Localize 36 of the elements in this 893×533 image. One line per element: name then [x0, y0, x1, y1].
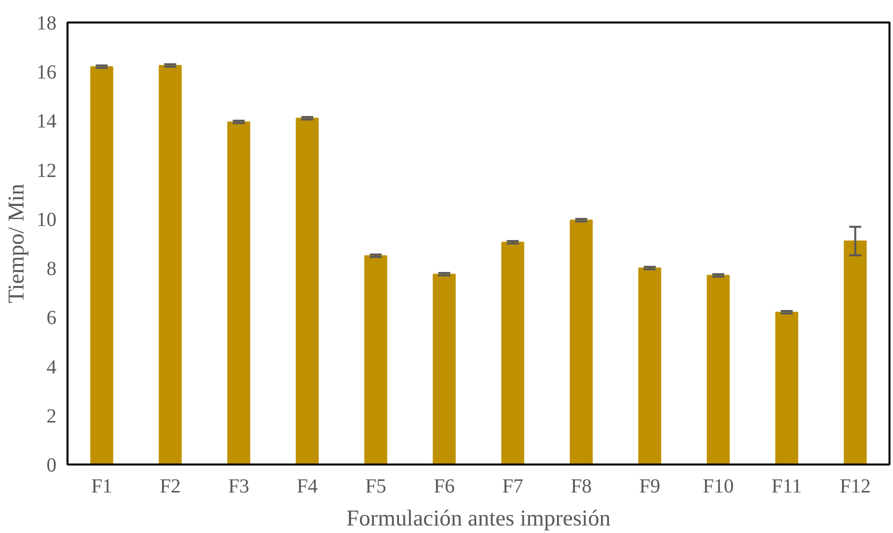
x-tick-label: F8 — [570, 476, 592, 498]
x-tick-label: F12 — [840, 476, 871, 498]
y-tick-label: 2 — [46, 405, 56, 428]
y-tick-label: 12 — [36, 160, 56, 182]
bar — [296, 118, 319, 464]
x-tick-label: F11 — [772, 476, 802, 498]
bar — [570, 220, 593, 464]
y-axis-title: Tiempo/ Min — [4, 184, 28, 304]
x-tick-label: F7 — [502, 476, 524, 498]
x-tick-label: F10 — [702, 476, 734, 498]
y-tick-label: 18 — [36, 12, 56, 34]
bar — [501, 242, 524, 464]
y-tick-label: 0 — [46, 454, 56, 476]
y-tick-label: 6 — [46, 307, 56, 330]
bar — [364, 255, 388, 464]
bar — [775, 312, 798, 464]
y-tick-label: 16 — [36, 62, 56, 84]
x-tick-label: F4 — [296, 476, 318, 498]
x-tick-label: F3 — [228, 476, 250, 498]
y-tick-label: 14 — [36, 110, 56, 133]
bar — [638, 268, 662, 464]
bar — [432, 274, 456, 464]
x-axis-title: Formulación antes impresión — [346, 506, 611, 530]
x-tick-label: F2 — [160, 476, 181, 498]
y-tick-label: 4 — [46, 356, 56, 378]
x-tick-label: F1 — [91, 476, 112, 498]
x-tick-label: F9 — [639, 476, 660, 498]
bar — [227, 121, 250, 464]
x-tick-label: F5 — [365, 476, 386, 498]
bar — [90, 66, 114, 464]
bar — [706, 274, 730, 464]
bar — [844, 240, 867, 464]
x-tick-label: F6 — [434, 476, 455, 498]
y-tick-label: 8 — [46, 258, 56, 280]
bar — [158, 64, 182, 464]
y-tick-label: 10 — [36, 208, 56, 231]
